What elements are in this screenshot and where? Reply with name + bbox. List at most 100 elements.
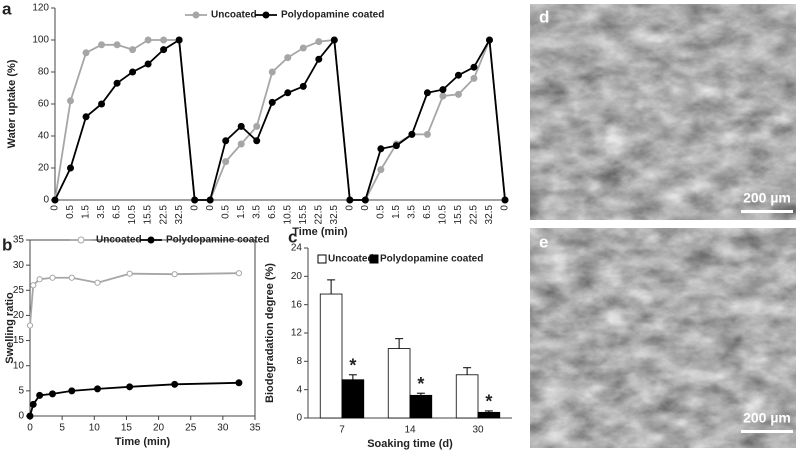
legend-swatch [317,254,327,264]
point [253,122,261,130]
x-tick-label: 0 [500,205,511,211]
x-tick-label: 30 [472,425,484,436]
point [361,196,369,204]
panel-label: c [288,227,297,246]
x-tick-label: 15.5 [143,205,154,225]
x-tick-label: 3.5 [407,205,418,219]
y-tick-label: 15 [13,335,25,346]
y-tick-label: 120 [32,3,49,14]
x-tick-label: 3.5 [251,205,262,219]
point [377,166,385,174]
point [29,400,37,408]
point [235,379,243,387]
significance-mark: * [485,392,492,412]
legend-marker [77,236,85,244]
x-tick-label: 7 [339,425,345,436]
point [171,380,179,388]
point [470,74,478,82]
point [485,36,493,44]
point [408,130,416,138]
y-tick-label: 35 [13,235,25,246]
point [330,36,338,44]
bar [409,394,433,419]
legend-marker [192,11,200,19]
x-tick-label: 22.5 [469,205,480,225]
y-tick-label: 20 [38,163,50,174]
sem-image-d: d 200 µm [530,4,796,220]
point [160,46,168,54]
point [82,113,90,121]
x-tick-label: 10 [89,423,101,434]
y-axis-label: Swelling ratio [4,292,16,364]
point [222,158,230,166]
point [191,196,199,204]
x-tick-label: 6.5 [267,205,278,219]
point [268,68,276,76]
y-tick-label: 0 [43,195,49,206]
point [113,79,121,87]
y-tick-label: 16 [291,299,303,310]
scale-bar [741,210,793,213]
point [129,68,137,76]
x-tick-label: 25 [185,423,197,434]
y-tick-label: 100 [32,35,49,46]
panel-label: d [539,7,549,26]
y-axis-label: Biodegradation degree (%) [264,263,276,403]
scale-bar-label: 200 µm [743,190,791,206]
point [284,89,292,97]
x-tick-label: 5 [59,423,65,434]
panel-label: a [2,0,12,18]
significance-mark: * [417,374,424,394]
y-tick-label: 4 [296,384,302,395]
x-tick-label: 0 [189,205,200,211]
legend-label: Uncoated [328,254,374,265]
point [315,38,323,46]
point [268,98,276,106]
point [82,49,90,57]
sem-photo [530,4,796,220]
point [26,322,34,329]
point [36,276,43,283]
point [129,46,137,54]
x-tick-label: 15.5 [298,205,309,225]
x-tick-label: 1.5 [236,205,247,219]
y-tick-label: 25 [13,285,25,296]
x-tick-label: 1.5 [81,205,92,219]
significance-mark: * [349,356,356,376]
legend-label: Uncoated [96,235,142,246]
y-tick-label: 80 [38,67,50,78]
y-axis-label: Water uptake (%) [6,59,18,148]
x-tick-label: 10.5 [127,205,138,225]
point [439,92,447,100]
x-tick-label: 22.5 [158,205,169,225]
point [67,164,75,172]
x-tick-label: 22.5 [313,205,324,225]
y-tick-label: 30 [13,260,25,271]
legend-label: Uncoated [211,10,257,21]
point [423,130,431,138]
x-tick-label: 1.5 [391,205,402,219]
x-tick-label: 6.5 [422,205,433,219]
x-tick-label: 0 [344,205,355,211]
point [26,412,34,420]
bar [319,293,343,419]
x-tick-label: 32.5 [484,205,495,225]
point [501,196,509,204]
point [67,97,75,105]
point [284,54,292,62]
y-tick-label: 8 [296,356,302,367]
y-tick-label: 0 [18,411,24,422]
bar [477,411,501,419]
point [126,383,134,391]
bar [387,348,411,419]
x-tick-label: 0 [205,205,216,211]
y-tick-label: 10 [13,360,25,371]
point [68,387,76,395]
series-line [29,272,239,326]
x-tick-label: 10.5 [438,205,449,225]
point [346,196,354,204]
point [126,270,133,277]
point [49,390,56,398]
point [237,140,245,148]
